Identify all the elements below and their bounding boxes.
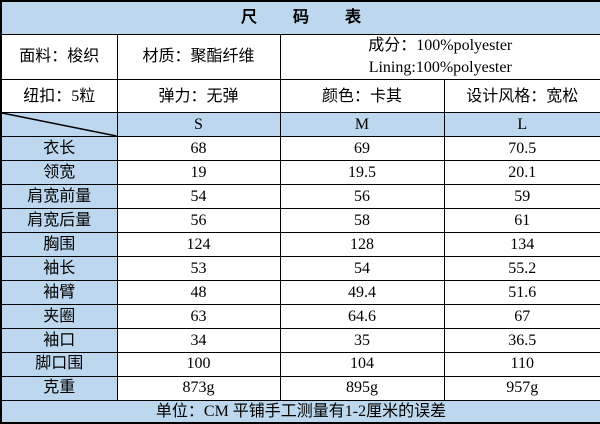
page-title: 尺 码 表 [0, 0, 600, 35]
value-s: 68 [116, 136, 281, 162]
table-row: 领宽 19 19.5 20.1 [0, 160, 600, 186]
buttons-cell: 纽扣：5粒 [0, 79, 118, 114]
row-label: 肩宽后量 [0, 208, 118, 233]
table-row: 胸围 124 128 134 [0, 231, 600, 257]
value-l: 67 [443, 303, 600, 329]
style-cell: 设计风格：宽松 [443, 79, 600, 114]
value-l: 20.1 [443, 160, 600, 186]
composition-line2: Lining:100%polyester [368, 58, 512, 76]
value-l: 36.5 [443, 327, 600, 353]
column-header-m: M [279, 112, 445, 138]
value-s: 873g [116, 375, 281, 401]
color-cell: 颜色：卡其 [279, 79, 445, 114]
row-label: 胸围 [0, 231, 118, 257]
column-header-s: S [116, 112, 281, 138]
diagonal-header-cell [0, 112, 118, 138]
footer-note: 单位：CM 平铺手工测量有1-2厘米的误差 [0, 399, 600, 424]
value-s: 53 [116, 255, 281, 281]
row-label: 脚口围 [0, 351, 118, 377]
value-s: 56 [116, 208, 281, 233]
material-cell: 材质：聚酯纤维 [116, 33, 281, 81]
row-label: 克重 [0, 375, 118, 401]
value-s: 19 [116, 160, 281, 186]
row-label: 衣长 [0, 136, 118, 162]
value-m: 56 [279, 184, 445, 210]
table-row: 衣长 68 69 70.5 [0, 136, 600, 162]
value-s: 34 [116, 327, 281, 353]
value-s: 124 [116, 231, 281, 257]
row-label: 夹圈 [0, 303, 118, 329]
value-l: 51.6 [443, 279, 600, 305]
value-l: 61 [443, 208, 600, 233]
value-m: 895g [279, 375, 445, 401]
table-row: 克重 873g 895g 957g [0, 375, 600, 401]
value-l: 134 [443, 231, 600, 257]
value-m: 128 [279, 231, 445, 257]
value-m: 54 [279, 255, 445, 281]
row-label: 袖长 [0, 255, 118, 281]
value-l: 70.5 [443, 136, 600, 162]
elastic-cell: 弹力：无弹 [116, 79, 281, 114]
composition-cell: 成分：100%polyester Lining:100%polyester [279, 33, 600, 81]
table-row: 袖口 34 35 36.5 [0, 327, 600, 353]
table-row: 袖长 53 54 55.2 [0, 255, 600, 281]
row-label: 领宽 [0, 160, 118, 186]
value-m: 19.5 [279, 160, 445, 186]
value-m: 64.6 [279, 303, 445, 329]
composition-line1: 成分：100%polyester [368, 36, 513, 54]
row-label: 袖口 [0, 327, 118, 353]
row-label: 袖臂 [0, 279, 118, 305]
value-m: 58 [279, 208, 445, 233]
value-m: 35 [279, 327, 445, 353]
table-row: 肩宽后量 56 58 61 [0, 208, 600, 233]
value-m: 69 [279, 136, 445, 162]
value-s: 48 [116, 279, 281, 305]
value-l: 957g [443, 375, 600, 401]
value-m: 104 [279, 351, 445, 377]
value-s: 63 [116, 303, 281, 329]
table-row: 夹圈 63 64.6 67 [0, 303, 600, 329]
table-row: 肩宽前量 54 56 59 [0, 184, 600, 210]
value-s: 100 [116, 351, 281, 377]
value-s: 54 [116, 184, 281, 210]
value-l: 59 [443, 184, 600, 210]
table-row: 袖臂 48 49.4 51.6 [0, 279, 600, 305]
row-label: 肩宽前量 [0, 184, 118, 210]
table-row: 脚口围 100 104 110 [0, 351, 600, 377]
column-header-l: L [443, 112, 600, 138]
value-m: 49.4 [279, 279, 445, 305]
value-l: 110 [443, 351, 600, 377]
value-l: 55.2 [443, 255, 600, 281]
diagonal-line [2, 113, 117, 136]
fabric-cell: 面料：梭织 [0, 33, 118, 81]
